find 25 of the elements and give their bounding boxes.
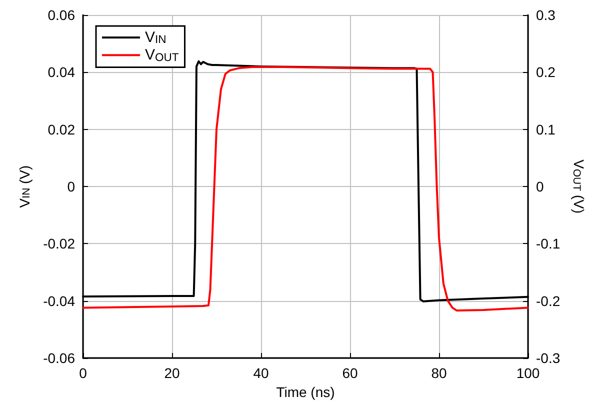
y2-tick-label: 0.1 [536, 121, 556, 138]
y2-tick-label: -0.2 [536, 292, 560, 309]
y2-tick-label: 0.2 [536, 64, 556, 80]
y-tick-label: 0 [67, 178, 76, 194]
y-tick-label: -0.04 [43, 292, 76, 309]
y-tick-label: 0.04 [48, 64, 76, 80]
y-axis-title: VIN (V) [16, 165, 33, 208]
x-tick-label: 60 [342, 365, 358, 381]
x-tick-label: 40 [253, 365, 269, 381]
y2-axis-title: VOUT (V) [570, 159, 587, 214]
x-tick-label: 80 [431, 365, 447, 381]
y-tick-label: 0.02 [48, 121, 76, 138]
legend-label: VIN [145, 29, 166, 46]
y2-tick-label: -0.3 [536, 350, 560, 366]
y2-tick-label: 0 [536, 178, 544, 194]
y2-tick-label: 0.3 [536, 7, 556, 23]
y2-tick-label: -0.1 [536, 236, 560, 252]
x-tick-label: 20 [164, 365, 180, 381]
x-axis-title: Time (ns) [276, 384, 335, 400]
x-tick-label: 100 [516, 365, 540, 381]
y-tick-label: -0.02 [43, 236, 76, 252]
x-tick-label: 0 [79, 365, 88, 381]
y-tick-label: -0.06 [43, 350, 76, 366]
y-tick-label: 0.06 [48, 7, 76, 23]
legend-label: VOUT [145, 46, 179, 64]
